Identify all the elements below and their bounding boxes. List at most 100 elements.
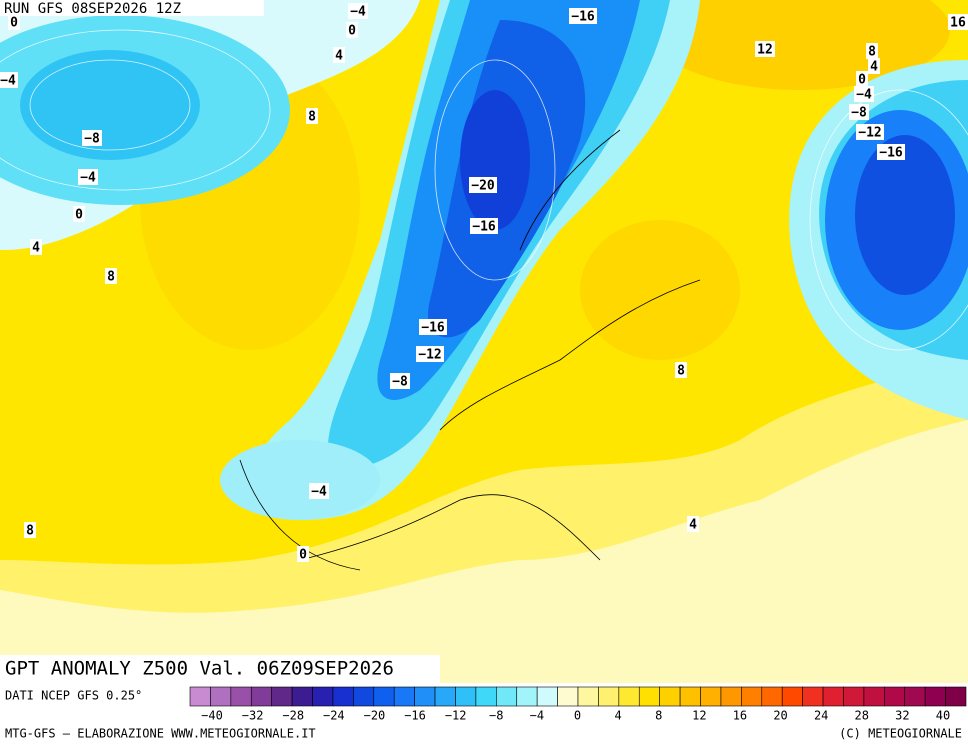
contour-label: 8 [308, 110, 316, 125]
colorbar-swatch [189, 686, 211, 707]
colorbar-label: −12 [445, 709, 467, 723]
header-box [0, 0, 264, 16]
colorbar-swatch [720, 686, 742, 707]
contour-lines [0, 29, 968, 351]
colorbar-swatch [863, 686, 885, 707]
contour-label-box [0, 72, 18, 88]
contour-label-box [755, 41, 775, 57]
contour-label: 0 [75, 208, 83, 223]
colorbar-label: 12 [692, 709, 706, 723]
colorbar-label: −4 [530, 709, 544, 723]
colorbar-swatch [271, 686, 293, 707]
contour-label: 4 [335, 49, 343, 64]
contour-label: 4 [870, 60, 878, 75]
contour-label-box [569, 8, 597, 24]
colorbar-swatch [741, 686, 763, 707]
contour-label-box [849, 104, 869, 120]
anomaly-region [855, 135, 955, 295]
colorbar-label: −8 [489, 709, 503, 723]
contour-label: −16 [472, 220, 496, 235]
colorbar-swatch [822, 686, 844, 707]
contour-label: 8 [26, 524, 34, 539]
contour-label-box [306, 108, 318, 124]
colorbar-swatch [598, 686, 620, 707]
colorbar-label: 28 [855, 709, 869, 723]
anomaly-region [220, 440, 380, 520]
contour-label: −16 [571, 10, 595, 25]
contour-label-box [877, 144, 905, 160]
contour-label-box [73, 206, 85, 222]
contour-label-box [416, 346, 444, 362]
title-box [0, 655, 440, 683]
contour-label: 0 [858, 73, 866, 88]
contour-label-box [82, 130, 102, 146]
colorbar-swatch [250, 686, 272, 707]
colorbar-label: 0 [574, 709, 581, 723]
contour-label: −12 [418, 348, 441, 363]
contour-label: −4 [0, 74, 16, 89]
footer-left: MTG-GFS — ELABORAZIONE WWW.METEOGIORNALE… [5, 727, 316, 741]
contour-label: −4 [856, 88, 872, 103]
contour-label-box [297, 546, 309, 562]
contour-label-box [333, 47, 345, 63]
colorbar-swatch [843, 686, 865, 707]
colorbar-swatch [434, 686, 456, 707]
colorbar-swatch [455, 686, 477, 707]
colorbar-swatch [230, 686, 252, 707]
contour-label-box [856, 71, 868, 87]
colorbar-label: 20 [773, 709, 787, 723]
footer-right: (C) METEOGIORNALE [839, 727, 962, 741]
contour-label: −4 [311, 485, 327, 500]
contour-label: −8 [84, 132, 100, 147]
colorbar-swatch [904, 686, 926, 707]
contour-label-box [866, 43, 878, 59]
colorbar-swatch [924, 686, 946, 707]
colorbar-swatch [291, 686, 313, 707]
colorbar-swatch [638, 686, 660, 707]
contour-label: −20 [471, 179, 495, 194]
contour-label: 8 [107, 270, 115, 285]
colorbar-swatch [210, 686, 232, 707]
contour-label-box [868, 58, 880, 74]
colorbar-label: 4 [614, 709, 621, 723]
colorbar-swatch [414, 686, 436, 707]
contour-label-box [30, 239, 42, 255]
contour-label-box [856, 124, 884, 140]
contour-label: −16 [879, 146, 903, 161]
anomaly-region [460, 90, 530, 230]
contour-label-box [346, 22, 358, 38]
colorbar-swatch [659, 686, 681, 707]
contour-label-box [78, 169, 98, 185]
colorbar-swatch [312, 686, 334, 707]
contour-label: −4 [350, 5, 366, 20]
contour-label: 0 [10, 16, 18, 31]
colorbar-swatch [700, 686, 722, 707]
colorbar-label: 16 [733, 709, 747, 723]
contour-label-box [469, 177, 497, 193]
colorbar: −40 −32 −28 −24 −20 −16 −12 −8 −4 0 4 8 12 16 20 24 28 32… [189, 686, 967, 723]
source: DATI NCEP GFS 0.25° [5, 689, 142, 703]
colorbar-swatch [884, 686, 906, 707]
contour-label: 4 [32, 241, 40, 256]
anomaly-region [580, 220, 740, 360]
colorbar-label: 24 [814, 709, 828, 723]
contour-label: 4 [689, 518, 697, 533]
contour-label-box [948, 14, 968, 30]
anomaly-region [20, 50, 200, 160]
colorbar-label: −32 [242, 709, 264, 723]
contour-label-box [24, 522, 36, 538]
colorbar-swatch [393, 686, 415, 707]
contour-label-box [8, 14, 20, 30]
colorbar-swatch [577, 686, 599, 707]
contour-label: 0 [299, 548, 307, 563]
contour-label: 8 [677, 364, 685, 379]
colorbar-label: 40 [936, 709, 950, 723]
contour-label: 12 [757, 43, 773, 58]
contour-label-box [687, 516, 699, 532]
contour-label-box [390, 373, 410, 389]
colorbar-swatch [802, 686, 824, 707]
colorbar-label: −20 [364, 709, 386, 723]
colorbar-swatch [496, 686, 518, 707]
